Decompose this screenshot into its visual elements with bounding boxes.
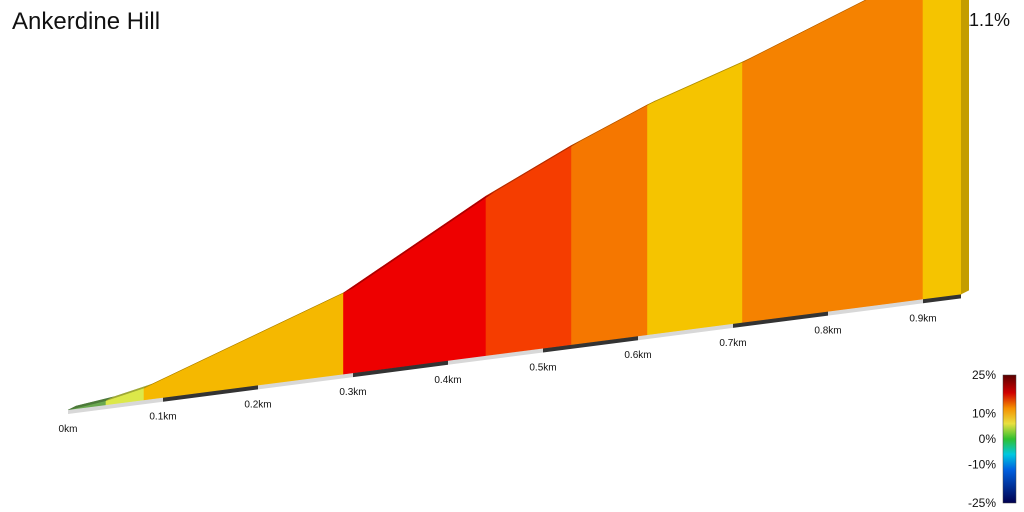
- legend-label: -25%: [968, 496, 996, 510]
- baseline-stripe: [733, 311, 828, 328]
- profile-segment: [143, 292, 344, 401]
- gradient-legend: 25% 10% 0% -10% -25%: [968, 368, 1017, 510]
- x-tick-label: 0km: [59, 424, 78, 435]
- baseline-stripe: [353, 360, 448, 378]
- profile-segment: [571, 104, 648, 346]
- distance-ticks: 0km 0.1km 0.2km 0.3km 0.4km 0.5km 0.6km 0.7km 0.…: [59, 313, 937, 435]
- legend-label: 25%: [972, 368, 996, 382]
- profile-segment: [647, 61, 743, 336]
- legend-label: 0%: [979, 432, 997, 446]
- x-tick-label: 0.8km: [814, 326, 841, 337]
- x-tick-label: 0.5km: [529, 363, 556, 374]
- baseline-stripe: [543, 336, 638, 353]
- distance-baseline: [68, 294, 961, 414]
- profile-segments: [67, 0, 962, 411]
- x-tick-label: 0.7km: [719, 338, 746, 349]
- x-tick-label: 0.6km: [624, 350, 651, 361]
- baseline-stripe: [258, 373, 353, 390]
- baseline-stripe: [638, 323, 733, 341]
- baseline-stripe: [68, 397, 163, 414]
- legend-label: 10%: [972, 406, 996, 420]
- legend-label: -10%: [968, 458, 996, 472]
- profile-end-face: [961, 0, 969, 295]
- profile-segment: [343, 195, 487, 375]
- chart-title: Ankerdine Hill: [12, 8, 161, 35]
- profile-segment: [742, 0, 924, 324]
- baseline-stripe: [448, 348, 543, 365]
- profile-segment: [922, 0, 962, 300]
- x-tick-label: 0.9km: [909, 313, 936, 324]
- baseline-stripe: [923, 294, 961, 304]
- x-tick-label: 0.4km: [434, 375, 461, 386]
- profile-segment: [485, 144, 572, 357]
- profile-ridge: [67, 0, 969, 411]
- x-tick-label: 0.1km: [149, 412, 176, 423]
- baseline-stripe: [163, 385, 258, 402]
- gradient-legend-bar: [1002, 374, 1017, 504]
- profile-ridge-segment: [742, 0, 867, 63]
- x-tick-label: 0.3km: [339, 387, 366, 398]
- baseline-stripe: [828, 299, 923, 316]
- x-tick-label: 0.2km: [244, 399, 271, 410]
